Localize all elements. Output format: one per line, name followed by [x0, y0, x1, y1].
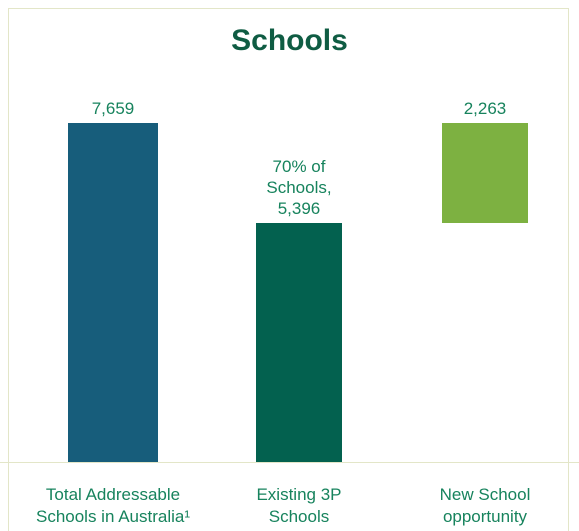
x-tick-label: Existing 3P Schools — [256, 485, 342, 526]
value-label: 7,659 — [91, 99, 135, 119]
bar — [68, 123, 158, 462]
bar — [442, 123, 528, 224]
value-label: 70% of Schools, 5,396 — [266, 157, 332, 219]
bar — [256, 223, 342, 462]
x-tick-label: New School opportunity — [439, 485, 531, 526]
chart-frame — [8, 8, 569, 531]
chart-title: Schools — [231, 24, 348, 57]
x-tick-label: Total Addressable Schools in Australia¹ — [35, 485, 191, 526]
value-label: 2,263 — [463, 99, 507, 119]
baseline — [0, 462, 579, 463]
